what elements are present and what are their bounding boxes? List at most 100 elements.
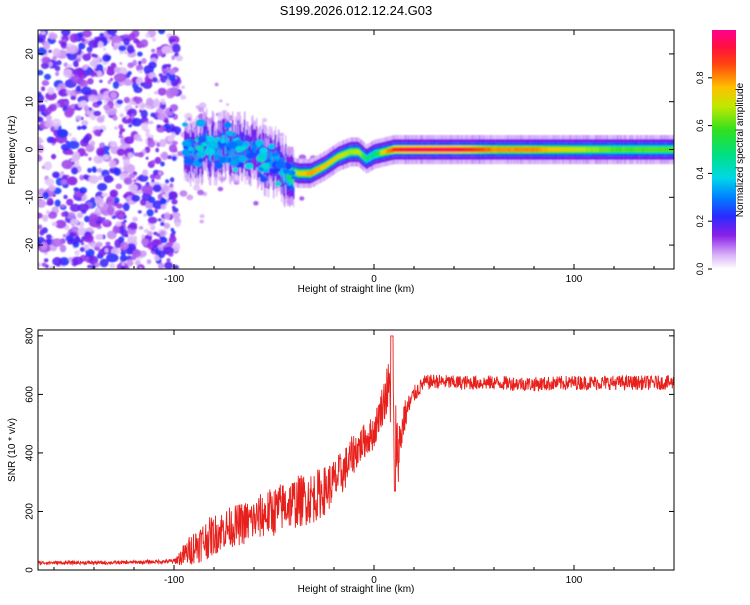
noise-speckle xyxy=(38,137,43,145)
ridge-cell xyxy=(488,147,490,152)
noise-speckle xyxy=(73,187,79,192)
noise-speckle xyxy=(157,218,162,222)
ridge-cell xyxy=(323,164,325,169)
ridge-cell xyxy=(329,160,331,165)
ridge-cell xyxy=(296,170,298,175)
ridge-cell xyxy=(521,147,523,152)
noise-speckle xyxy=(51,221,58,227)
noise-speckle xyxy=(160,98,165,103)
ridge-cell xyxy=(461,147,463,152)
noise-speckle xyxy=(167,241,174,246)
noise-speckle xyxy=(128,101,133,105)
ridge-cell xyxy=(622,147,624,152)
noise-speckle xyxy=(119,254,128,262)
ridge-cell xyxy=(599,147,601,152)
noise-speckle xyxy=(154,209,158,213)
ridge-cell xyxy=(663,147,665,152)
noise-speckle xyxy=(83,104,90,112)
ridge-cell xyxy=(540,147,542,152)
ridge-cell xyxy=(398,147,400,152)
noise-speckle xyxy=(102,54,111,62)
ridge-cell xyxy=(299,171,301,176)
noise-speckle xyxy=(75,85,82,92)
ridge-cell xyxy=(532,147,534,152)
noise-speckle xyxy=(133,179,137,183)
ridge-cell xyxy=(438,147,440,152)
ridge-cell xyxy=(429,147,431,152)
noise-speckle xyxy=(67,52,77,61)
ridge-cell xyxy=(665,147,667,152)
noise-speckle xyxy=(42,191,49,200)
ridge-cell xyxy=(358,149,360,154)
ridge-cell xyxy=(464,147,466,152)
ridge-cell xyxy=(549,147,551,152)
noise-speckle xyxy=(146,209,154,217)
noise-speckle xyxy=(170,132,176,138)
ridge-cell xyxy=(574,147,576,152)
ridge-cell xyxy=(232,136,234,145)
ridge-cell xyxy=(424,147,426,152)
noise-speckle xyxy=(152,184,162,193)
noise-speckle xyxy=(168,144,178,153)
ridge-cell xyxy=(372,153,374,158)
noise-speckle xyxy=(125,114,130,120)
ridge-cell xyxy=(478,147,480,152)
noise-speckle xyxy=(92,167,97,173)
noise-speckle xyxy=(160,221,165,227)
noise-speckle xyxy=(132,216,139,222)
ridge-blob xyxy=(181,149,191,157)
ridge-cell xyxy=(228,137,230,146)
ridge-cell xyxy=(230,151,232,161)
noise-speckle xyxy=(138,226,144,230)
noise-speckle xyxy=(172,140,178,146)
ridge-blob xyxy=(214,137,220,142)
ridge-cell xyxy=(268,164,270,173)
noise-speckle xyxy=(141,44,145,48)
ridge-cell xyxy=(409,147,411,152)
noise-speckle xyxy=(88,175,99,184)
ridge-cell xyxy=(242,148,244,158)
ridge-cell xyxy=(312,170,314,175)
noise-speckle xyxy=(69,203,81,212)
ridge-cell xyxy=(503,147,505,152)
noise-speckle xyxy=(43,41,51,50)
noise-speckle xyxy=(152,76,158,83)
ridge-cell xyxy=(666,147,668,152)
noise-speckle xyxy=(80,86,92,95)
noise-speckle xyxy=(114,126,118,130)
ridge-cell xyxy=(568,147,570,152)
ridge-cell xyxy=(567,147,569,152)
noise-speckle xyxy=(126,243,137,252)
noise-speckle xyxy=(147,196,156,203)
ridge-blob xyxy=(244,162,254,170)
noise-speckle xyxy=(64,108,74,118)
ridge-cell xyxy=(227,137,229,146)
ridge-cell xyxy=(498,147,500,152)
noise-speckle xyxy=(96,100,103,106)
ridge-cell xyxy=(633,147,635,152)
ridge-cell xyxy=(393,147,395,152)
ridge-cell xyxy=(455,147,457,152)
ridge-cell xyxy=(542,147,544,152)
noise-speckle xyxy=(46,197,54,206)
ridge-cell xyxy=(362,153,364,158)
noise-speckle xyxy=(79,187,88,194)
ridge-cell xyxy=(465,147,467,152)
ridge-cell xyxy=(457,147,459,152)
ridge-cell xyxy=(637,147,639,152)
noise-speckle xyxy=(137,151,144,158)
ridge-cell xyxy=(500,147,502,152)
ridge-cell xyxy=(517,147,519,152)
ridge-cell xyxy=(307,171,309,176)
colorbar-label: Normalized spectral amplitude xyxy=(735,82,746,217)
ridge-cell xyxy=(288,171,290,180)
noise-speckle xyxy=(51,118,62,128)
noise-speckle xyxy=(68,132,72,137)
ridge-cell xyxy=(384,149,386,154)
noise-speckle xyxy=(147,231,153,236)
ridge-blob xyxy=(235,146,244,153)
ridge-cell xyxy=(421,147,423,152)
noise-speckle xyxy=(127,62,135,69)
ridge-cell xyxy=(541,147,543,152)
ridge-cell xyxy=(585,147,587,152)
